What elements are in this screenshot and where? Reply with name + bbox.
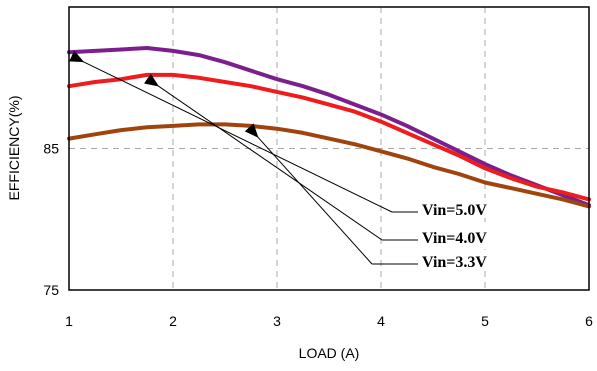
y-tick-label: 75 — [43, 282, 59, 298]
y-tick-labels: 75 85 — [43, 141, 59, 299]
x-tick-label: 2 — [169, 313, 177, 329]
x-tick-label: 5 — [481, 313, 489, 329]
annotation-arrow — [244, 123, 373, 265]
annotation-label-bg — [418, 226, 520, 246]
annotation-arrow — [143, 73, 383, 241]
series-line-1 — [67, 46, 591, 208]
annotation-label: Vin=5.0V — [422, 202, 487, 219]
x-tick-labels: 1 2 3 4 5 6 — [65, 313, 593, 329]
annotation-label: Vin=4.0V — [422, 230, 487, 247]
x-tick-label: 4 — [377, 313, 385, 329]
series-line-3 — [67, 122, 591, 209]
x-tick-label: 3 — [273, 313, 281, 329]
y-axis-label: EFFICIENCY(%) — [6, 96, 22, 201]
annotation-layer: Vin=5.0V Vin=4.0V Vin=3.3V — [68, 50, 520, 271]
annotation-arrow — [68, 50, 393, 213]
x-tick-label: 1 — [65, 313, 73, 329]
annotation-label-bg — [418, 198, 520, 218]
x-axis-label: LOAD (A) — [299, 345, 360, 361]
plot-frame — [68, 6, 590, 291]
annotation-label-bg — [418, 250, 520, 270]
annotation-label: Vin=3.3V — [422, 254, 487, 271]
y-tick-label: 85 — [43, 141, 59, 157]
x-tick-label: 6 — [585, 313, 593, 329]
